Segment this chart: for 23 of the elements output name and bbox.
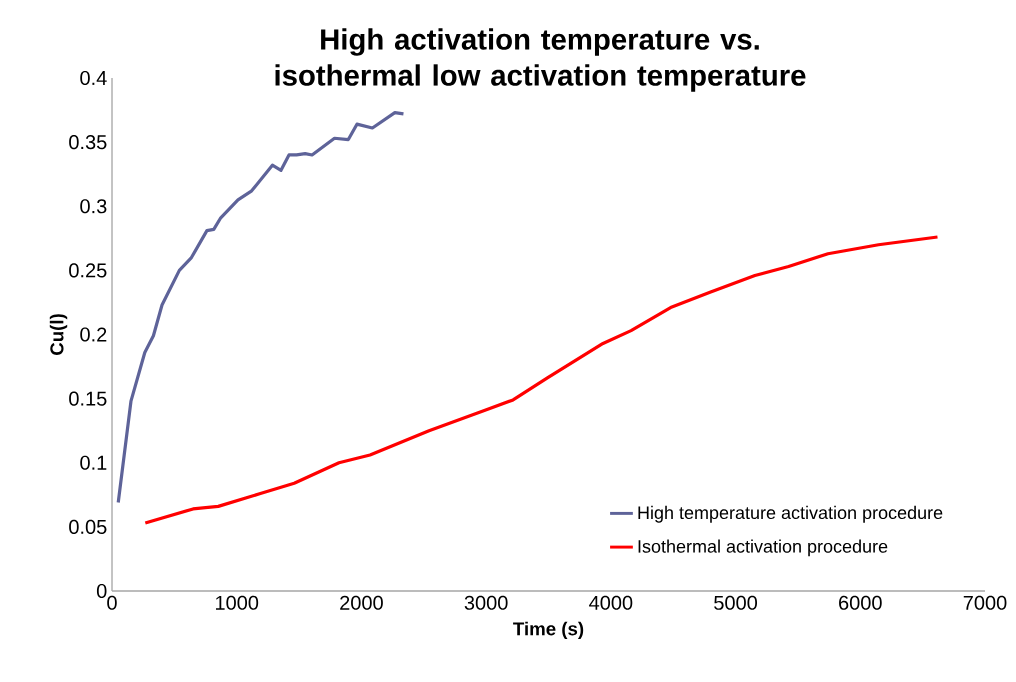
legend-label: Isothermal activation procedure [638, 539, 888, 557]
y-tick-label: 0.1 [80, 455, 107, 470]
y-tick-label: 0.25 [69, 263, 107, 278]
y-tick-label: 0.4 [80, 70, 107, 86]
x-tick-label: 1000 [216, 595, 259, 610]
y-tick-label: 0.2 [80, 327, 107, 342]
y-tick-label: 0.35 [69, 135, 107, 150]
y-tick-label: 0.15 [69, 391, 107, 406]
x-tick-label: 3000 [464, 595, 508, 610]
x-tick-label: 2000 [340, 595, 383, 610]
line-series [116, 111, 406, 505]
x-tick-label: 4000 [589, 595, 633, 610]
x-tick-label: 6000 [839, 595, 882, 610]
chart-title: High activation temperature vs. isothermal low activation temperature [275, 28, 806, 92]
y-tick-label: 0.3 [80, 199, 107, 214]
x-tick-label: 0 [107, 595, 117, 610]
y-tick-label: 0 [96, 583, 107, 599]
x-axis-title: Time (s) [513, 621, 584, 640]
y-axis-title: Cu(l) [49, 314, 68, 355]
legend-label: High temperature activation procedure [638, 505, 943, 523]
x-tick-label: 5000 [714, 595, 758, 610]
x-tick-label: 7000 [963, 595, 1007, 610]
y-tick-label: 0.05 [69, 519, 107, 534]
